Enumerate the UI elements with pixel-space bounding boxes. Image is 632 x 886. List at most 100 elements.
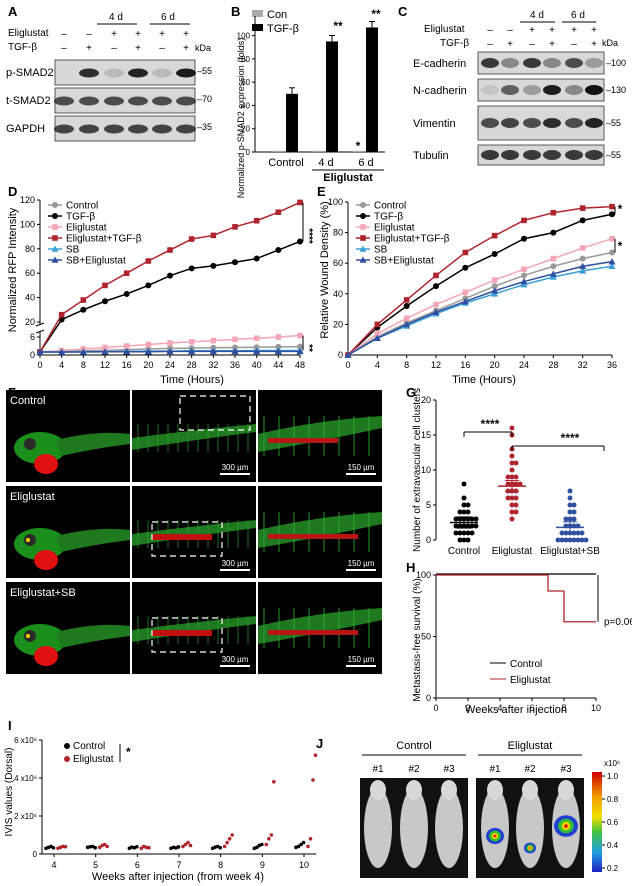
i-point [186,840,190,845]
h-pval: p=0.06 [604,617,632,628]
i-point [105,844,109,849]
g-ytick: 5 [426,500,431,510]
j-colorbar [592,772,602,872]
g-ylabel: Number of extravascular cell clusters [412,388,423,552]
e-xtick: 20 [490,360,500,370]
j-mouse-label: #2 [524,764,536,775]
e-point [433,301,439,308]
d-point [275,343,282,350]
c-time-6d: 6 d [571,10,585,21]
d-xtick: 12 [100,360,110,370]
g-point [509,453,515,459]
a-blot-strip [54,115,196,142]
d-xtick: 32 [208,360,218,370]
f-zoom-box [151,521,223,557]
legend-label: SB+Eliglustat [374,256,434,267]
g-point [505,474,511,480]
b-ytick: 20 [241,125,250,134]
legend-marker [52,235,58,241]
g-point [465,509,471,515]
e-point [491,277,498,283]
g-point [567,495,573,501]
d-point [232,259,238,266]
g-point [583,537,589,543]
legend-marker [52,224,58,230]
legend-label: SB [374,245,388,256]
c-blot-band [501,118,519,128]
g-point [457,537,463,543]
c-blot-kda: –55 [606,150,621,160]
i-ytick: 2 x10⁶ [14,812,37,821]
g-sig-1: **** [481,417,500,431]
i-point [227,837,232,841]
i-point [267,837,271,841]
i-point [313,753,318,757]
g-point [563,516,569,522]
a-blot-strip [54,87,196,114]
i-ytick: 4 x10⁶ [14,774,37,783]
d-xtick: 28 [187,360,197,370]
c-blot-label: N-cadherin [413,85,467,97]
legend-label: SB+Eliglustat [66,256,126,267]
i-point [93,845,97,850]
i-ytick: 6 x10⁶ [14,736,37,745]
a-blot-kda: –35 [197,122,212,132]
i-legend-control: Control [73,741,105,752]
e-point [373,334,381,341]
i-xtick: 8 [218,860,223,870]
panel-c: C 4 d 6 d Eliglustat TGF-β – – + + + +– + – + – + … [398,4,626,166]
legend-marker [359,256,367,263]
c-blot-band [481,150,499,160]
legend-marker [360,224,366,230]
e-point [579,245,586,251]
g-point [513,488,519,494]
e-point [609,203,615,210]
j-colorbar-tick: 0.8 [607,795,619,804]
g-point [453,523,459,529]
b-xlabel-6d: 6 d [358,157,373,169]
e-point [609,249,615,256]
i-sig: * [126,745,131,759]
d-point [167,340,173,346]
e-point [344,351,352,358]
d-point [101,348,109,355]
i-ytick: 0 [33,850,38,859]
e-point [550,263,557,270]
c-blot-kda: –130 [606,85,626,95]
d-xtick: 40 [252,360,262,370]
g-point [559,530,565,536]
j-group-label: Eliglustat [508,740,553,752]
legend-label: Eliglustat [374,223,415,234]
c-row-eliglustat: Eliglustat [424,24,465,35]
e-ytick: 60 [333,258,343,268]
h-xtick: 0 [433,703,438,713]
h-xtick: 4 [497,703,502,713]
j-colorbar-tick: 1.0 [607,772,619,781]
e-xtick: 36 [607,360,617,370]
d-point [58,348,66,355]
e-ytick: 40 [333,289,343,299]
g-point [509,509,515,515]
d-point [297,238,303,245]
c-tgf-sign: – [571,39,577,50]
f-fish-yolk [34,550,58,570]
g-point [505,488,511,494]
j-colorbar-tick: 0.4 [607,841,619,850]
a-tgf-sign: – [111,43,117,54]
f-fish-yolk [34,646,58,666]
e-sig-2: * [618,239,623,253]
i-point [218,845,222,850]
a-blot-band [152,68,172,78]
e-series-line [347,251,613,356]
g-point [509,495,515,501]
panel-label-c: C [398,4,408,19]
f-fish-eye [24,438,36,450]
e-point [491,287,499,294]
f-row-label: Control [10,395,45,407]
a-elig-sign: + [111,29,117,40]
b-bar [352,150,364,152]
i-xtick: 5 [93,860,98,870]
a-tgf-sign: – [159,43,165,54]
c-blot-label: Tubulin [413,150,449,162]
